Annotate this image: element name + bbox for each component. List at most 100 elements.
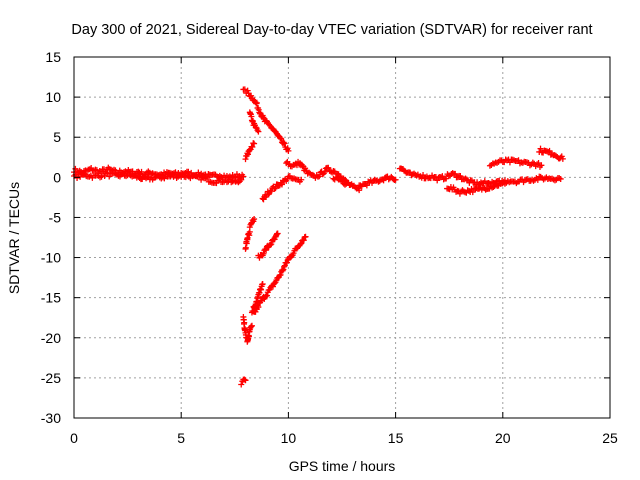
data-point	[249, 143, 256, 150]
series-arc-9	[242, 228, 253, 252]
data-point	[241, 86, 248, 93]
data-point	[255, 128, 262, 135]
data-point	[277, 271, 284, 278]
data-point	[530, 177, 537, 184]
data-point	[443, 175, 450, 182]
data-point	[281, 263, 288, 270]
data-point	[325, 164, 332, 171]
data-point	[238, 381, 245, 388]
data-point	[277, 135, 284, 142]
data-point	[241, 319, 248, 326]
data-point	[248, 322, 255, 329]
data-point	[238, 176, 245, 183]
series-arc-5	[259, 173, 305, 203]
data-point	[280, 139, 287, 146]
series-arc-10	[255, 230, 281, 261]
data-point	[278, 181, 285, 188]
data-point	[272, 185, 279, 192]
series-arc-14	[238, 376, 249, 388]
x-tick-label: 15	[388, 430, 404, 446]
series-arc-7	[330, 174, 350, 188]
data-point	[267, 241, 274, 248]
data-point	[251, 140, 258, 147]
data-point	[93, 167, 100, 174]
data-point	[316, 173, 323, 180]
x-tick-label: 0	[70, 430, 78, 446]
series-arc-17	[444, 179, 508, 197]
data-point	[321, 168, 328, 175]
data-point	[302, 233, 309, 240]
y-tick-label: -10	[41, 250, 61, 266]
data-point	[278, 135, 285, 142]
y-tick-label: 0	[53, 169, 61, 185]
data-point	[241, 376, 248, 383]
data-point	[268, 188, 275, 195]
data-point	[253, 99, 260, 106]
series-arc-16	[396, 165, 493, 188]
chart-title: Day 300 of 2021, Sidereal Day-to-day VTE…	[71, 22, 592, 38]
series-arc-1	[71, 169, 245, 187]
data-point	[298, 176, 305, 183]
data-point	[297, 241, 304, 248]
axis-ticks: 0 5 10 15 20 25 15 10 5 0 -5 -10 -15 -20 -25 -30	[41, 49, 618, 446]
data-point	[242, 377, 249, 384]
series-arc-12	[248, 281, 266, 316]
data-point	[452, 170, 459, 177]
data-point	[559, 155, 566, 162]
x-tick-label: 5	[177, 430, 185, 446]
y-tick-label: 15	[45, 49, 61, 65]
data-point	[196, 172, 203, 179]
data-point	[300, 237, 307, 244]
data-point	[434, 177, 441, 184]
data-point	[537, 145, 544, 152]
data-point	[240, 173, 247, 180]
x-tick-label: 25	[602, 430, 618, 446]
data-points	[71, 86, 566, 388]
y-tick-label: 5	[53, 129, 61, 145]
x-tick-label: 20	[495, 430, 511, 446]
grid	[74, 57, 610, 418]
series-arc-13	[240, 313, 255, 345]
series-arc-20	[536, 145, 566, 162]
data-point	[343, 180, 350, 187]
data-point	[263, 247, 270, 254]
data-point	[280, 266, 287, 273]
x-axis-label: GPS time / hours	[289, 458, 396, 474]
data-point	[86, 166, 93, 173]
data-point	[546, 147, 553, 154]
series-arc-4	[242, 140, 258, 163]
series-arc-2	[240, 86, 292, 154]
data-point	[263, 292, 270, 299]
y-tick-label: -25	[41, 370, 61, 386]
y-tick-label: -15	[41, 290, 61, 306]
data-point	[268, 241, 275, 248]
y-axis-label: SDTVAR / TECUs	[6, 182, 22, 294]
data-point	[98, 173, 105, 180]
series-arc-18	[486, 156, 545, 170]
series-arc-15	[356, 173, 399, 190]
series-arc-19	[489, 173, 564, 187]
y-tick-label: -5	[49, 209, 62, 225]
data-point	[246, 228, 253, 235]
data-point	[281, 140, 288, 147]
series-arc-6	[283, 158, 363, 194]
data-point	[463, 176, 470, 183]
y-tick-label: -20	[41, 330, 61, 346]
data-point	[259, 281, 266, 288]
series-arc-8	[246, 216, 258, 231]
data-point	[74, 174, 81, 181]
plot-frame	[73, 56, 611, 419]
data-point	[285, 147, 292, 154]
data-point	[363, 182, 370, 189]
data-point	[269, 283, 276, 290]
series-arc-11	[251, 233, 309, 315]
data-point	[271, 185, 278, 192]
series-arc-3	[246, 109, 262, 135]
data-point	[298, 240, 305, 247]
data-point	[420, 172, 427, 179]
data-point	[204, 174, 211, 181]
data-point	[279, 267, 286, 274]
y-tick-label: 10	[45, 89, 61, 105]
data-point	[557, 175, 564, 182]
